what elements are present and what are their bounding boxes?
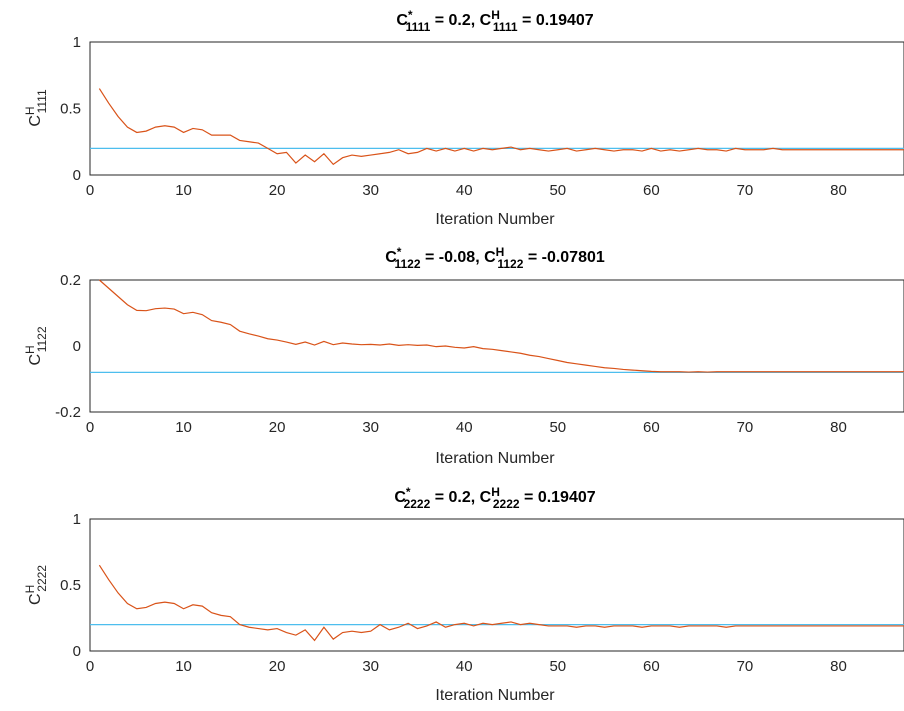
x-tick-label: 70 <box>737 182 754 199</box>
x-tick-label: 60 <box>643 658 660 675</box>
y-tick-label: 0.2 <box>60 272 81 289</box>
x-tick-label: 80 <box>830 658 847 675</box>
text-part-base: = 0.2, C <box>430 489 491 506</box>
text-part-base: C <box>394 489 406 506</box>
text-part-base: C <box>396 12 408 29</box>
x-tick-label: 60 <box>643 419 660 436</box>
text-part-sub: 1122 <box>394 257 420 271</box>
subplot-c1122: C* 1122 = -0.08, CH 1122 = -0.07801 CH1122… <box>23 245 904 467</box>
y-axis-label: CH1111 <box>23 89 49 127</box>
x-tick-label: 40 <box>456 182 473 199</box>
x-tick-label: 60 <box>643 182 660 199</box>
text-part-sub: 2222 <box>35 565 49 592</box>
text-part-base: C <box>27 354 44 366</box>
subplot-title: C* 2222 = 0.2, CH 2222 = 0.19407 <box>394 485 595 511</box>
x-tick-label: 10 <box>175 419 192 436</box>
text-part-base: = 0.19407 <box>518 12 594 29</box>
axes-box <box>89 41 904 176</box>
text-part-sup: H <box>491 8 500 22</box>
subplot-title: C* 1111 = 0.2, CH 1111 = 0.19407 <box>396 8 593 34</box>
x-tick-label: 20 <box>269 182 286 199</box>
x-tick-label: 20 <box>269 419 286 436</box>
text-part-sub: 1122 <box>35 326 49 352</box>
text-part-sub: 1122 <box>497 257 523 271</box>
text-part-sub: 1111 <box>493 20 518 34</box>
x-tick-label: 0 <box>86 658 94 675</box>
text-part-sub: 2222 <box>493 497 520 511</box>
x-tick-label: 30 <box>362 182 379 199</box>
x-tick-label: 20 <box>269 658 286 675</box>
x-axis-label: Iteration Number <box>435 687 555 704</box>
text-part-sub: 2222 <box>404 497 431 511</box>
x-tick-label: 80 <box>830 419 847 436</box>
plot-area <box>89 518 904 652</box>
text-part-sup: H <box>23 106 37 115</box>
text-part-base: C <box>27 593 44 605</box>
text-part-base: = 0.19407 <box>520 489 596 506</box>
y-tick-label: 0 <box>73 167 81 184</box>
x-tick-label: 70 <box>737 658 754 675</box>
x-tick-label: 70 <box>737 419 754 436</box>
y-tick-label: 0 <box>73 338 81 355</box>
estimate-series-line <box>98 88 904 166</box>
x-tick-label: 40 <box>456 658 473 675</box>
subplot-title: C* 1122 = -0.08, CH 1122 = -0.07801 <box>385 245 605 271</box>
y-ticks: -0.2 0 0.2 <box>55 272 904 421</box>
x-tick-label: 50 <box>549 658 566 675</box>
subplot-c2222: C* 2222 = 0.2, CH 2222 = 0.19407 CH2222 It… <box>23 485 904 704</box>
x-axis-label: Iteration Number <box>435 450 555 467</box>
axes-box <box>89 279 904 413</box>
estimate-series-line <box>98 564 904 642</box>
x-tick-label: 30 <box>362 419 379 436</box>
x-tick-label: 50 <box>549 419 566 436</box>
text-part-sup: H <box>23 345 37 354</box>
x-tick-label: 0 <box>86 419 94 436</box>
y-tick-label: 0.5 <box>60 101 81 118</box>
text-part-base: = 0.2, C <box>430 12 491 29</box>
text-part-sup: H <box>496 245 505 259</box>
text-part-base: = -0.07801 <box>523 249 605 266</box>
text-part-sup: H <box>23 585 37 594</box>
x-tick-label: 10 <box>175 658 192 675</box>
plot-area <box>89 41 904 176</box>
x-tick-label: 40 <box>456 419 473 436</box>
x-tick-label: 80 <box>830 182 847 199</box>
x-tick-label: 30 <box>362 658 379 675</box>
y-tick-label: 1 <box>73 34 81 51</box>
text-part-sup: * <box>406 485 411 499</box>
text-part-base: = -0.08, C <box>421 249 497 266</box>
x-axis-label: Iteration Number <box>435 211 555 228</box>
y-tick-label: -0.2 <box>55 404 81 421</box>
text-part-sup: H <box>491 485 500 499</box>
x-tick-label: 0 <box>86 182 94 199</box>
text-part-sup: * <box>408 8 413 22</box>
text-part-base: C <box>385 249 397 266</box>
text-part-sup: * <box>397 245 402 259</box>
y-axis-label: CH1122 <box>23 326 49 365</box>
y-axis-label: CH2222 <box>23 565 49 605</box>
plot-area <box>89 279 904 413</box>
x-tick-label: 50 <box>549 182 566 199</box>
text-part-sub: 1111 <box>35 89 49 113</box>
y-tick-label: 0.5 <box>60 577 81 594</box>
text-part-base: C <box>27 115 44 127</box>
y-tick-label: 0 <box>73 643 81 660</box>
estimate-series-line <box>98 279 904 373</box>
text-part-sub: 1111 <box>406 20 431 34</box>
y-tick-label: 1 <box>73 511 81 528</box>
axes-box <box>89 518 904 652</box>
x-tick-label: 10 <box>175 182 192 199</box>
subplot-c1111: C* 1111 = 0.2, CH 1111 = 0.19407 CH1111 It… <box>23 8 904 228</box>
